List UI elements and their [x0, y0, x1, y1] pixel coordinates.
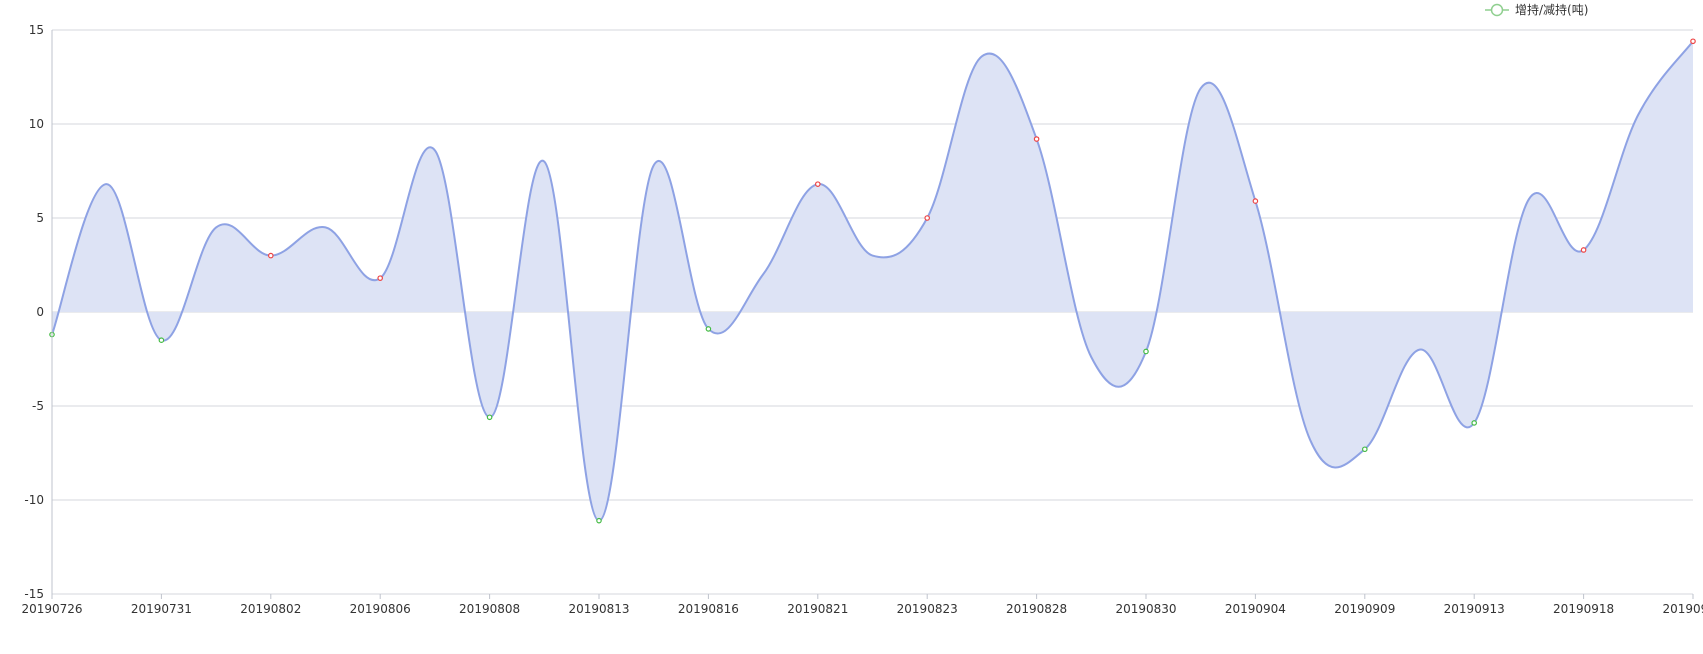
y-tick-label: -15	[24, 587, 44, 601]
x-tick-label: 20190918	[1553, 602, 1614, 616]
x-tick-label: 20190830	[1115, 602, 1176, 616]
data-point[interactable]	[158, 337, 165, 344]
y-tick-label: 5	[36, 211, 44, 225]
data-point[interactable]	[1033, 136, 1040, 142]
data-point[interactable]	[814, 181, 821, 187]
y-tick-label: 10	[29, 117, 44, 131]
data-point[interactable]	[924, 215, 931, 221]
data-point[interactable]	[705, 326, 712, 332]
data-point[interactable]	[596, 517, 602, 524]
x-tick-label: 20190806	[350, 602, 411, 616]
legend-circle-icon	[1490, 3, 1504, 17]
data-point[interactable]	[1252, 198, 1259, 204]
data-point[interactable]	[486, 414, 493, 421]
legend[interactable]: 增持/减持(吨)	[1485, 2, 1588, 17]
y-tick-label: 15	[29, 23, 44, 37]
data-point[interactable]	[1690, 38, 1696, 45]
x-tick-label: 20190821	[787, 602, 848, 616]
data-point[interactable]	[267, 252, 274, 259]
data-point-markers	[49, 38, 1696, 524]
data-point[interactable]	[1471, 420, 1478, 426]
x-tick-label: 20190726	[21, 602, 82, 616]
y-tick-label: -5	[32, 399, 44, 413]
x-tick-label: 20190816	[678, 602, 739, 616]
series-line-layer	[51, 40, 1694, 522]
x-tick-label: 20190802	[240, 602, 301, 616]
y-tick-label: 0	[36, 305, 44, 319]
x-tick-label: 20190828	[1006, 602, 1067, 616]
x-tick-label: 20190823	[897, 602, 958, 616]
series-line	[51, 40, 1694, 522]
x-tick-label: 20190913	[1444, 602, 1505, 616]
x-tick-label: 20190731	[131, 602, 192, 616]
data-point[interactable]	[1143, 348, 1149, 355]
x-tick-label: 20190920	[1662, 602, 1703, 616]
area-fill-layer	[52, 41, 1693, 521]
legend-label: 增持/减持(吨)	[1515, 2, 1588, 17]
x-tick-label: 20190904	[1225, 602, 1286, 616]
axes: -15 -10 -5 0 5 10 15 20190726 20190731 20190802 20…	[21, 23, 1703, 616]
data-point[interactable]	[1580, 247, 1587, 253]
y-tick-label: -10	[24, 493, 44, 507]
x-tick-label: 20190813	[568, 602, 629, 616]
data-point[interactable]	[377, 275, 384, 281]
x-tick-label: 20190808	[459, 602, 520, 616]
data-point[interactable]	[1362, 446, 1368, 453]
series-area	[52, 41, 1693, 521]
x-tick-label: 20190909	[1334, 602, 1395, 616]
